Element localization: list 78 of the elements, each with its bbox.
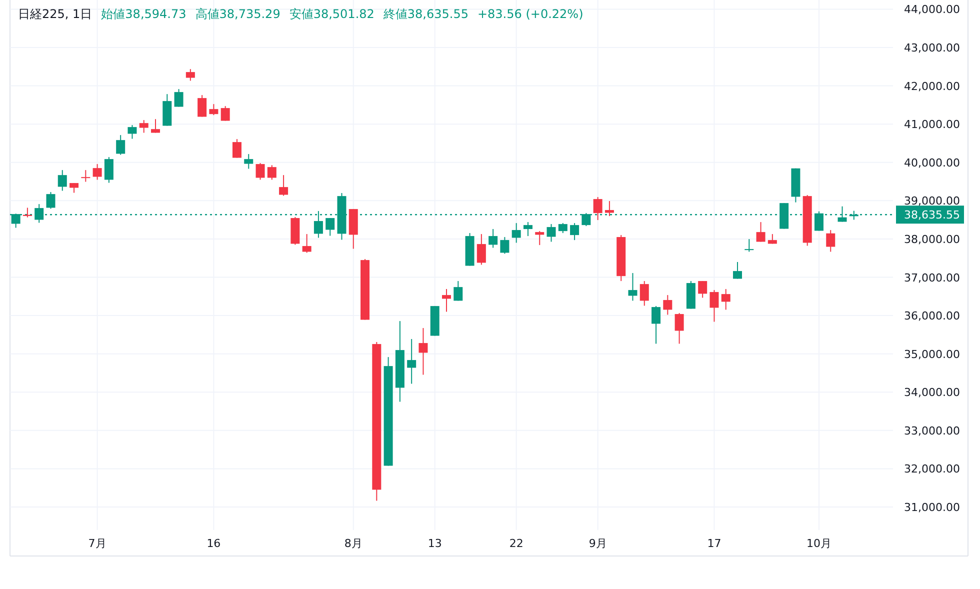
candlestick (710, 290, 719, 322)
candlestick (663, 294, 672, 316)
candlestick (407, 338, 416, 384)
x-tick-label: 22 (509, 537, 524, 550)
candlestick (151, 118, 160, 134)
candlestick (186, 68, 195, 82)
x-tick-label: 13 (428, 537, 442, 550)
y-tick-label: 34,000.00 (904, 386, 960, 400)
candlestick (535, 230, 544, 246)
candlestick (104, 156, 114, 184)
y-tick-label: 44,000.00 (904, 3, 960, 16)
annotation: 始値38,594.73 (101, 7, 186, 21)
candlestick (674, 312, 684, 344)
candlestick (267, 164, 276, 180)
candlestick (244, 154, 254, 170)
x-tick-label: 17 (707, 537, 722, 550)
candlestick (279, 174, 288, 196)
x-tick-label: 9月 (588, 537, 607, 550)
candlestick (500, 236, 510, 254)
candlestick (116, 134, 126, 156)
candlestick (546, 224, 556, 242)
candlestick (721, 288, 730, 310)
y-tick-label: 38,000.00 (904, 232, 960, 246)
candlestick (209, 104, 218, 116)
candlestick (628, 272, 638, 302)
candlestick (476, 234, 486, 266)
candlestick (756, 222, 766, 242)
y-tick-label: 37,000.00 (904, 271, 960, 284)
y-tick-label: 32,000.00 (904, 462, 960, 476)
candlestick (512, 222, 521, 244)
candlestick (92, 164, 102, 180)
text: 日経225, 1日 (18, 7, 92, 21)
y-tick-label: 41,000.00 (904, 118, 960, 132)
candlestick (418, 328, 428, 376)
y-tick-label: 40,000.00 (904, 156, 960, 170)
candlestick (523, 222, 532, 237)
candlestick (81, 170, 90, 182)
candlestick (698, 280, 708, 298)
x-tick-label: 8月 (344, 537, 362, 550)
candlestick (256, 162, 265, 180)
candlestick (570, 222, 580, 241)
candlestick (558, 222, 568, 234)
candlestick (442, 288, 451, 312)
candlestick (198, 94, 207, 118)
candlestick (139, 120, 148, 134)
y-tick-label: 35,000.00 (904, 348, 960, 361)
x-tick-label: 16 (206, 537, 221, 550)
candlestick (454, 280, 463, 302)
candlestick (652, 306, 661, 344)
y-tick-label: 43,000.00 (904, 41, 960, 54)
annotation: +83.56 (+0.22%) (477, 7, 584, 21)
annotation: 安値38,501.82 (289, 7, 374, 21)
x-tick-label: 10月 (806, 537, 832, 550)
candlestick (733, 262, 742, 280)
annotation: 終値38,635.55 (382, 7, 468, 21)
x-tick-label: 7月 (88, 537, 106, 550)
candlestick (604, 200, 614, 217)
y-tick-label: 36,000.00 (904, 310, 960, 323)
candlestick (488, 228, 498, 248)
candlestick (58, 170, 67, 192)
y-tick-label: 42,000.00 (904, 80, 960, 93)
y-tick-label: 33,000.00 (904, 424, 960, 438)
y-tick-label: 31,000.00 (904, 501, 960, 514)
candlestick (826, 230, 836, 252)
y-tick-label: 39,000.00 (904, 194, 960, 208)
candlestick (744, 238, 754, 252)
candlestick (232, 138, 242, 158)
candlestick (174, 88, 184, 108)
candlestick (326, 218, 335, 236)
candlestick (302, 234, 312, 254)
candlestick (70, 182, 79, 194)
annotation: 高値38,735.29 (195, 7, 280, 21)
candlestick (220, 106, 230, 122)
candlestick (640, 280, 649, 306)
candlestick (593, 196, 602, 221)
candlestick (128, 124, 137, 140)
candlestick (46, 192, 56, 210)
ref-line-label: 38,635.55 (904, 208, 960, 222)
